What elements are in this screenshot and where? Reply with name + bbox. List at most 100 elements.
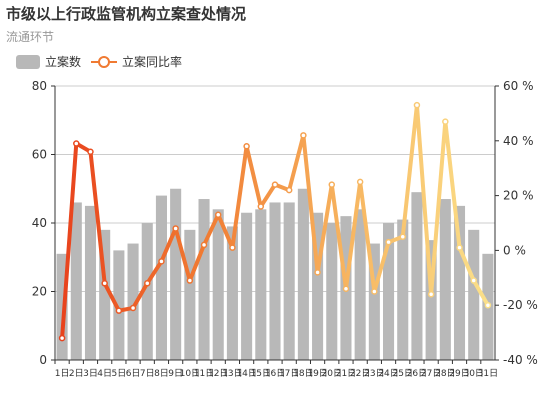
x-tick-label: 30日 bbox=[463, 368, 483, 379]
y-left-tick-label: 0 bbox=[39, 353, 47, 367]
line-point bbox=[257, 203, 265, 210]
x-tick-label: 15日 bbox=[251, 368, 271, 379]
bar bbox=[397, 219, 409, 360]
line-point bbox=[285, 186, 293, 194]
x-tick-label: 12日 bbox=[208, 368, 228, 379]
line-point bbox=[399, 233, 406, 240]
y-right-tick-label: -40 % bbox=[503, 353, 538, 367]
line-point bbox=[371, 288, 378, 295]
legend-item-bar[interactable]: 立案数 bbox=[16, 53, 81, 70]
bar bbox=[70, 202, 82, 360]
line-point bbox=[172, 225, 179, 232]
x-tick-label: 24日 bbox=[378, 368, 398, 379]
x-tick-label: 14日 bbox=[236, 368, 256, 379]
x-tick-label: 17日 bbox=[279, 368, 299, 379]
axes: 0 20 40 60 80 -40 % -20 % 0 % 20 % 40 % 60 % 1日 2日 3日… bbox=[32, 79, 538, 379]
line-point bbox=[328, 181, 336, 188]
bar bbox=[212, 209, 224, 360]
bar bbox=[155, 195, 167, 360]
x-tick-label: 5日 bbox=[112, 368, 127, 379]
bar bbox=[368, 243, 380, 360]
line-series bbox=[58, 101, 492, 342]
x-tick-label: 23日 bbox=[364, 368, 384, 379]
x-tick-label: 9日 bbox=[168, 368, 183, 379]
line-point bbox=[456, 244, 463, 251]
x-tick-label: 6日 bbox=[126, 368, 141, 379]
y-right-tick-label: 20 % bbox=[503, 189, 534, 203]
bar bbox=[198, 199, 210, 360]
y-right-tick-label: 60 % bbox=[503, 79, 534, 93]
bar bbox=[354, 209, 366, 360]
line-point bbox=[200, 241, 208, 249]
x-tick-label: 31日 bbox=[478, 368, 498, 379]
bar bbox=[127, 243, 139, 360]
x-tick-label: 10日 bbox=[180, 368, 200, 379]
x-tick-label: 2日 bbox=[69, 368, 84, 379]
bar bbox=[170, 188, 182, 360]
bar bbox=[312, 212, 324, 360]
x-tick-label: 20日 bbox=[322, 368, 342, 379]
line-point bbox=[186, 277, 194, 284]
chart-subtitle: 流通环节 bbox=[6, 30, 55, 44]
line-point bbox=[158, 258, 165, 265]
legend-bar-label: 立案数 bbox=[45, 55, 82, 69]
x-tick-label: 26日 bbox=[407, 368, 427, 379]
x-tick-label: 1日 bbox=[55, 368, 70, 379]
bar bbox=[84, 205, 97, 360]
y-left-tick-label: 40 bbox=[32, 216, 47, 230]
bar bbox=[56, 253, 68, 360]
line-point bbox=[58, 334, 66, 342]
bar bbox=[255, 209, 267, 360]
bar bbox=[283, 202, 295, 360]
bar bbox=[226, 226, 238, 360]
line-point bbox=[484, 301, 492, 309]
y-left-tick-label: 20 bbox=[32, 285, 47, 299]
x-tick-label: 29日 bbox=[449, 368, 469, 379]
line-point bbox=[129, 304, 137, 312]
legend: 立案数 立案同比率 bbox=[16, 53, 192, 70]
legend-bar-swatch bbox=[16, 54, 40, 69]
line-point bbox=[73, 140, 80, 147]
line-point bbox=[442, 118, 449, 125]
y-right-tick-label: 40 % bbox=[503, 134, 534, 148]
bar bbox=[439, 199, 451, 360]
bar bbox=[383, 223, 395, 360]
x-tick-label: 13日 bbox=[222, 368, 242, 379]
legend-line-label: 立案同比率 bbox=[122, 55, 183, 69]
line-point bbox=[385, 238, 392, 246]
bar bbox=[113, 250, 125, 360]
bar bbox=[468, 229, 480, 360]
y-left-tick-label: 60 bbox=[32, 148, 47, 162]
x-tick-label: 7日 bbox=[140, 368, 155, 379]
x-tick-label: 3日 bbox=[83, 368, 98, 379]
y-right-tick-label: -20 % bbox=[503, 298, 538, 312]
line-point bbox=[300, 132, 307, 139]
bar bbox=[184, 229, 196, 360]
line-point bbox=[356, 178, 364, 186]
bar bbox=[453, 205, 466, 360]
line-point bbox=[413, 101, 421, 109]
y-left-tick-label: 80 bbox=[32, 79, 47, 93]
bar bbox=[141, 223, 153, 360]
x-tick-label: 22日 bbox=[350, 368, 370, 379]
x-tick-label: 4日 bbox=[97, 368, 112, 379]
line-point bbox=[342, 285, 350, 293]
legend-line-swatch bbox=[91, 55, 118, 68]
line-point bbox=[271, 181, 279, 188]
line-point bbox=[314, 269, 321, 276]
line-point bbox=[87, 148, 94, 156]
y-right-tick-label: 0 % bbox=[503, 243, 526, 257]
x-tick-label: 16日 bbox=[265, 368, 285, 379]
line-point bbox=[427, 290, 435, 298]
line-point bbox=[115, 307, 123, 314]
x-tick-label: 27日 bbox=[421, 368, 441, 379]
line-point bbox=[470, 277, 477, 284]
x-tick-label: 19日 bbox=[307, 368, 327, 379]
x-tick-label: 8日 bbox=[154, 368, 169, 379]
x-tick-label: 18日 bbox=[293, 368, 313, 379]
bar bbox=[411, 192, 423, 360]
bar bbox=[241, 212, 253, 360]
x-tick-label: 28日 bbox=[435, 368, 455, 379]
legend-item-line[interactable]: 立案同比率 bbox=[91, 53, 182, 70]
